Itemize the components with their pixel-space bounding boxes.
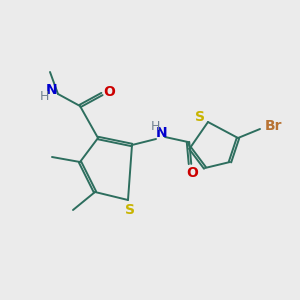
- Text: Br: Br: [264, 119, 282, 133]
- Text: H: H: [150, 121, 160, 134]
- Text: H: H: [39, 89, 49, 103]
- Text: S: S: [125, 203, 135, 217]
- Text: S: S: [195, 110, 205, 124]
- Text: N: N: [46, 83, 58, 97]
- Text: O: O: [186, 166, 198, 180]
- Text: N: N: [156, 126, 168, 140]
- Text: O: O: [103, 85, 115, 99]
